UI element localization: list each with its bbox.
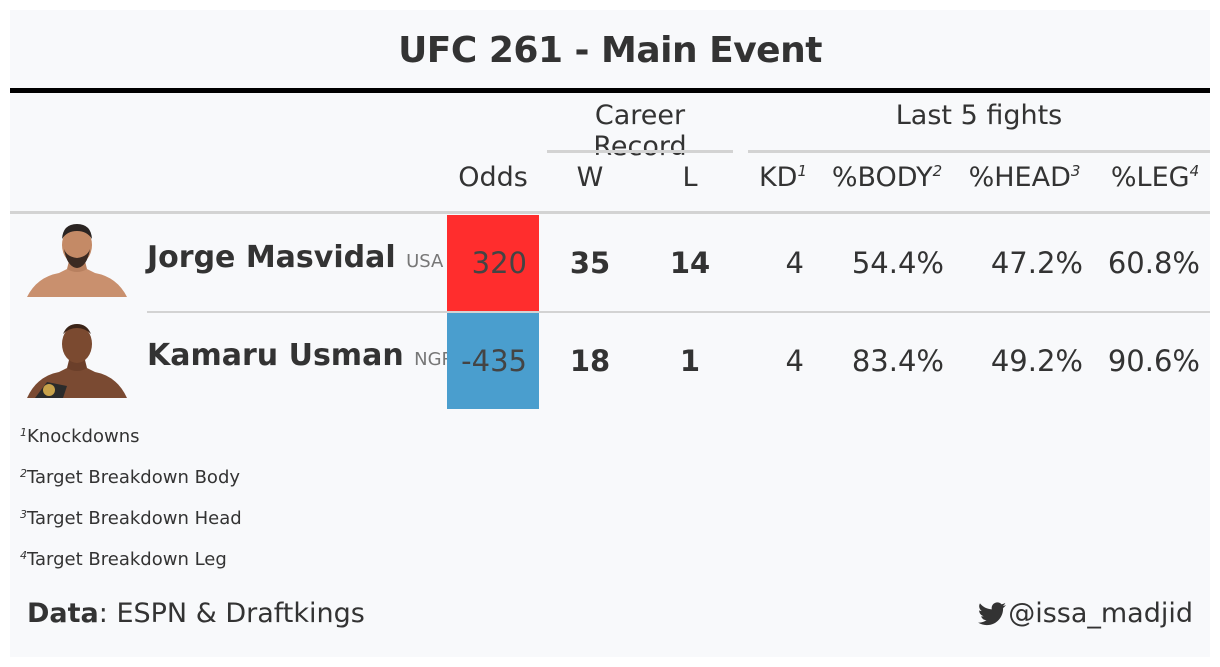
fighter-name-text: Kamaru Usman (147, 338, 404, 373)
footnote-3: 3Target Breakdown Head (20, 508, 242, 529)
footnote-2: 2Target Breakdown Body (20, 467, 240, 488)
footnote-mark: 3 (20, 508, 27, 521)
spanner-last5-rule (748, 150, 1210, 153)
body-pct-masvidal: 54.4% (851, 246, 944, 280)
twitter-bird-icon (978, 601, 1007, 625)
column-header-leg: %LEG4 (1100, 162, 1210, 193)
spanner-last-5-fights: Last 5 fights (895, 100, 1063, 131)
footnote-text: Target Breakdown Body (27, 467, 241, 488)
fighter-photo-usman (27, 324, 127, 398)
knockdowns-usman: 4 (785, 344, 804, 378)
footnote-1: 1Knockdowns (20, 426, 140, 447)
column-header-kd: KD1 (748, 162, 818, 193)
odds-cell-masvidal: 320 (447, 215, 539, 311)
fighter-name-text: Jorge Masvidal (147, 240, 396, 275)
row-divider (147, 311, 1210, 313)
footnote-4: 4Target Breakdown Leg (20, 549, 227, 570)
leg-pct-masvidal: 60.8% (1107, 246, 1200, 280)
kd-label: KD (758, 162, 798, 193)
title-divider (10, 88, 1210, 93)
knockdowns-masvidal: 4 (785, 246, 804, 280)
fighter-photo-masvidal (27, 224, 127, 297)
body-label: %BODY (831, 162, 933, 193)
page-title: UFC 261 - Main Event (398, 30, 822, 71)
footnote-mark: 1 (20, 426, 27, 439)
spanner-career-record: Career Record (593, 100, 687, 162)
data-source-text: : ESPN & Draftkings (98, 598, 365, 629)
fighter-name-usman: Kamaru Usman NGR (147, 338, 454, 373)
head-label: %HEAD (968, 162, 1071, 193)
footnote-text: Target Breakdown Leg (27, 549, 227, 570)
leg-label: %LEG (1110, 162, 1190, 193)
head-pct-masvidal: 47.2% (990, 246, 1083, 280)
career-losses-usman: 1 (679, 344, 701, 378)
career-losses-masvidal: 14 (669, 246, 711, 280)
fighter-name-masvidal: Jorge Masvidal USA (147, 240, 443, 275)
data-source: Data: ESPN & Draftkings (27, 598, 365, 629)
header-divider (10, 211, 1210, 214)
body-footnote-mark: 2 (932, 162, 943, 180)
kd-footnote-mark: 1 (797, 162, 808, 180)
author-handle[interactable]: @issa_madjid (1008, 598, 1193, 629)
fighter-country: NGR (414, 349, 455, 370)
column-header-l: L (682, 162, 698, 193)
career-wins-masvidal: 35 (569, 246, 611, 280)
column-header-body: %BODY2 (822, 162, 952, 193)
leg-pct-usman: 90.6% (1107, 344, 1200, 378)
footnote-text: Target Breakdown Head (27, 508, 242, 529)
column-header-w: W (576, 162, 604, 193)
fighter-country: USA (406, 251, 444, 272)
spanner-career-rule (547, 150, 733, 153)
footnote-mark: 2 (20, 467, 27, 480)
head-pct-usman: 49.2% (990, 344, 1083, 378)
data-source-label: Data (27, 598, 99, 629)
column-header-odds: Odds (458, 162, 528, 193)
author-credit[interactable]: @issa_madjid (978, 598, 1193, 629)
column-header-head: %HEAD3 (962, 162, 1087, 193)
footnote-mark: 4 (20, 549, 27, 562)
head-footnote-mark: 3 (1070, 162, 1081, 180)
leg-footnote-mark: 4 (1189, 162, 1200, 180)
footnote-text: Knockdowns (27, 426, 140, 447)
table-card: UFC 261 - Main Event Career Record Last … (10, 10, 1210, 657)
body-pct-usman: 83.4% (851, 344, 944, 378)
odds-cell-usman: -435 (447, 313, 539, 409)
career-wins-usman: 18 (569, 344, 611, 378)
